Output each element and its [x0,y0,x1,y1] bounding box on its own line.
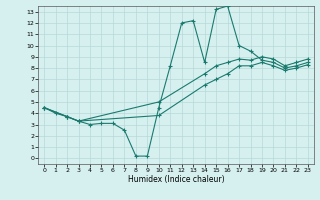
X-axis label: Humidex (Indice chaleur): Humidex (Indice chaleur) [128,175,224,184]
